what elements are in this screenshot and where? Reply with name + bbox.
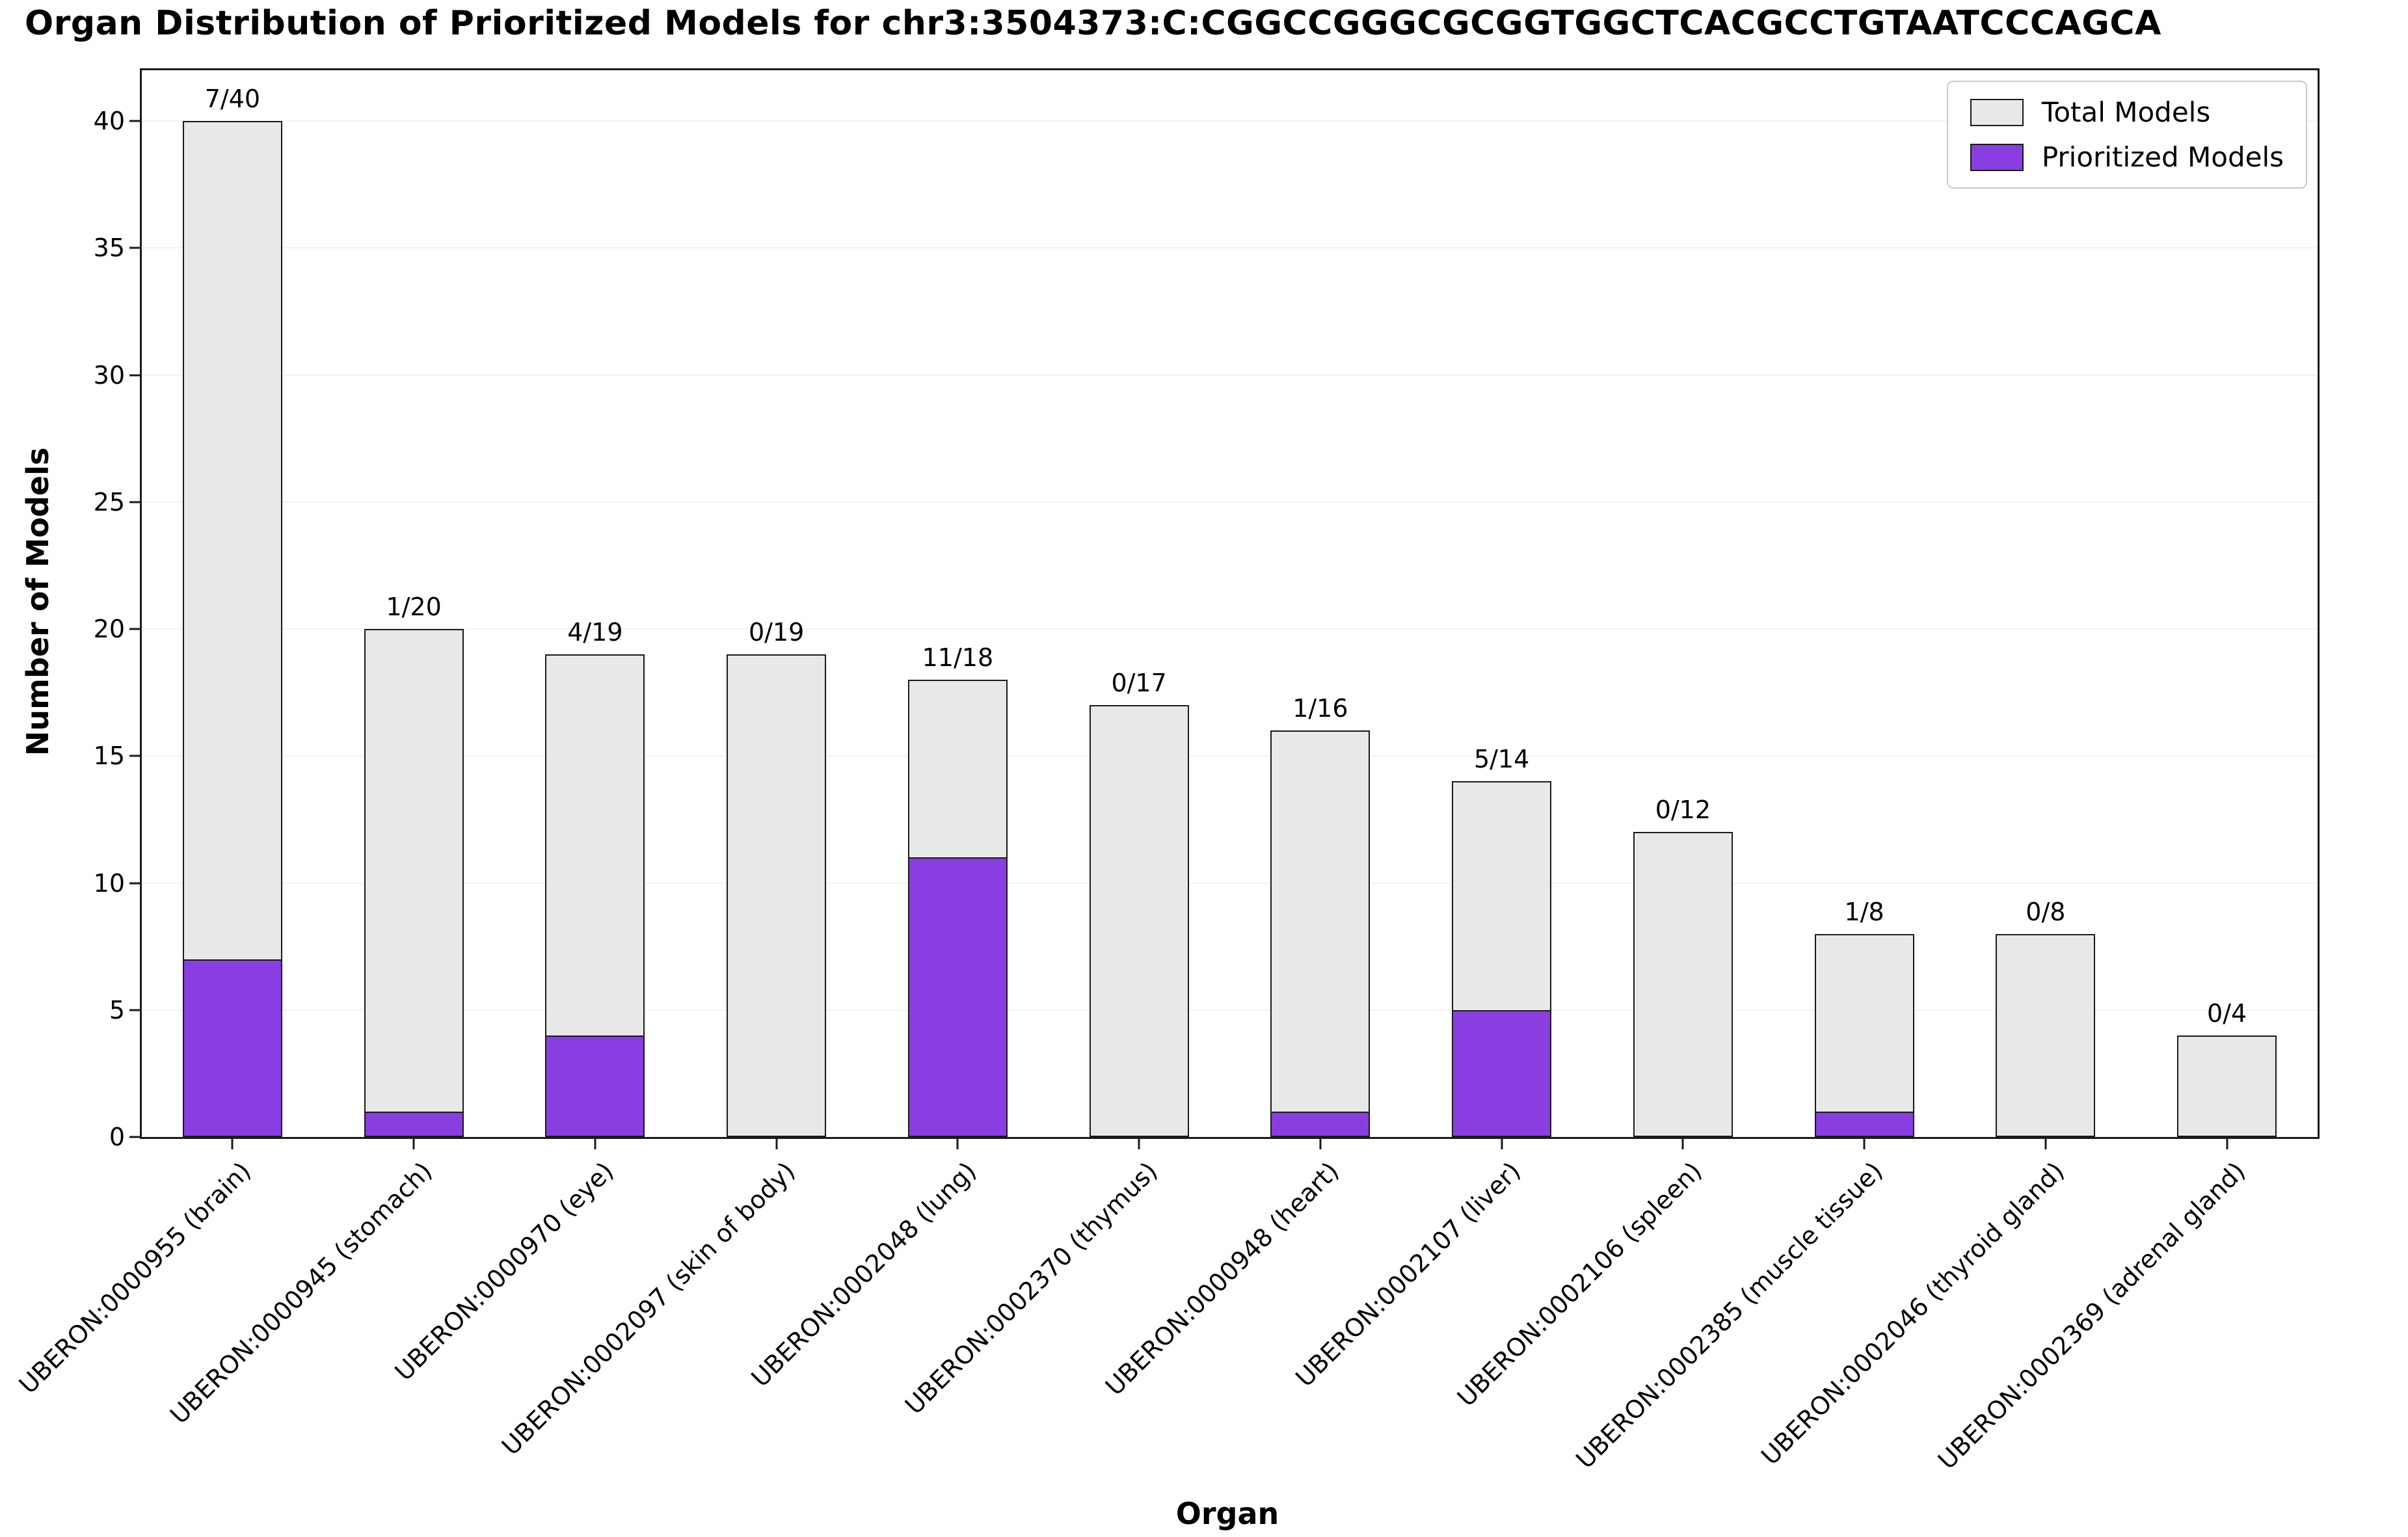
bar-value-label: 0/17 — [1111, 669, 1167, 698]
gridline — [142, 374, 2318, 376]
bar-value-label: 0/12 — [1655, 795, 1711, 825]
total-models-bar — [727, 654, 827, 1137]
x-tick-mark — [1319, 1139, 1322, 1149]
y-tick-mark — [129, 1009, 140, 1011]
total-models-bar — [364, 629, 464, 1137]
legend-item-total-models: Total Models — [1970, 96, 2284, 128]
bar-value-label: 5/14 — [1473, 745, 1530, 774]
x-tick-mark — [2226, 1139, 2228, 1149]
prioritized-models-bar — [182, 959, 282, 1137]
gridline — [142, 120, 2318, 122]
y-tick-label: 40 — [93, 107, 125, 136]
legend-swatch-prioritized-models — [1970, 143, 2024, 171]
bar-value-label: 1/16 — [1292, 694, 1348, 723]
prioritized-models-bar — [545, 1035, 645, 1137]
total-models-bar — [1996, 933, 2096, 1137]
prioritized-models-bar — [1452, 1009, 1552, 1137]
gridline — [142, 501, 2318, 503]
gridline — [142, 247, 2318, 249]
legend-swatch-total-models — [1970, 98, 2024, 126]
x-tick-mark — [1863, 1139, 1866, 1149]
y-tick-mark — [129, 628, 140, 630]
x-axis-label: Organ — [1175, 1496, 1279, 1531]
legend-label-prioritized-models: Prioritized Models — [2041, 141, 2284, 173]
y-tick-label: 0 — [109, 1123, 125, 1151]
y-tick-mark — [129, 882, 140, 885]
y-tick-mark — [129, 1136, 140, 1138]
legend-label-total-models: Total Models — [2041, 96, 2211, 128]
x-tick-label: UBERON:0002369 (adrenal gland) — [1933, 1156, 2251, 1475]
gridline — [142, 1009, 2318, 1011]
y-tick-label: 15 — [93, 742, 125, 771]
x-tick-mark — [2044, 1139, 2047, 1149]
x-tick-mark — [594, 1139, 596, 1149]
prioritized-models-bar — [1270, 1111, 1371, 1137]
gridline — [142, 882, 2318, 884]
bar-value-label: 0/19 — [748, 618, 805, 647]
bar-value-label: 4/19 — [567, 618, 623, 647]
legend: Total Models Prioritized Models — [1946, 81, 2307, 189]
prioritized-models-bar — [1814, 1111, 1914, 1137]
x-tick-label: UBERON:0002385 (muscle tissue) — [1570, 1156, 1889, 1475]
x-tick-mark — [775, 1139, 778, 1149]
x-tick-mark — [1501, 1139, 1503, 1149]
total-models-bar — [1814, 933, 1914, 1137]
prioritized-models-bar — [907, 857, 1008, 1137]
bar-value-label: 11/18 — [922, 643, 994, 673]
plot-area: Total Models Prioritized Models 0 5 10 15 20… — [14, 68, 2320, 1475]
x-tick-mark — [1138, 1139, 1140, 1149]
gridline — [142, 755, 2318, 757]
y-tick-label: 10 — [93, 868, 125, 898]
x-tick-mark — [1681, 1139, 1684, 1149]
y-tick-label: 5 — [109, 995, 125, 1024]
y-tick-label: 25 — [93, 487, 125, 516]
total-models-bar — [1089, 705, 1189, 1137]
x-tick-mark — [412, 1139, 415, 1149]
y-tick-mark — [129, 247, 140, 249]
x-tick-label: UBERON:0002046 (thyroid gland) — [1756, 1156, 2070, 1471]
bar-value-label: 0/8 — [2026, 897, 2066, 926]
y-tick-mark — [129, 501, 140, 503]
bar-value-label: 1/8 — [1844, 897, 1884, 926]
x-tick-mark — [956, 1139, 959, 1149]
chart-title: Organ Distribution of Prioritized Models… — [25, 4, 2161, 43]
y-tick-mark — [129, 374, 140, 377]
x-tick-label: UBERON:0002097 (skin of body) — [496, 1156, 801, 1461]
y-tick-mark — [129, 755, 140, 757]
gridline — [142, 628, 2318, 630]
y-tick-label: 20 — [93, 615, 125, 644]
y-axis-label: Number of Models — [20, 447, 55, 756]
total-models-bar — [2177, 1035, 2277, 1137]
total-models-bar — [1633, 832, 1733, 1137]
total-models-bar — [1270, 730, 1371, 1137]
bar-value-label: 1/20 — [386, 593, 442, 622]
bar-value-label: 7/40 — [204, 85, 261, 114]
legend-item-prioritized-models: Prioritized Models — [1970, 141, 2284, 173]
bar-value-label: 0/4 — [2207, 998, 2247, 1028]
y-tick-mark — [129, 120, 140, 122]
x-tick-mark — [231, 1139, 234, 1149]
prioritized-models-bar — [364, 1111, 464, 1137]
y-tick-label: 30 — [93, 360, 125, 390]
y-tick-label: 35 — [93, 234, 125, 263]
